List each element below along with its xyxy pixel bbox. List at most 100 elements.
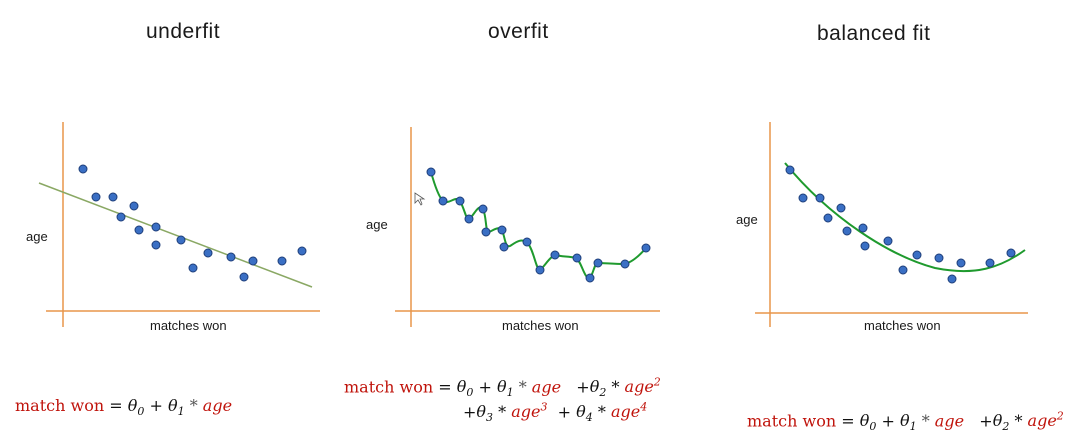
formula-age-cube: age3 xyxy=(511,401,548,422)
formula-star: * xyxy=(1014,411,1023,431)
data-point xyxy=(883,236,893,246)
panel-title-overfit: overfit xyxy=(488,20,549,43)
data-point xyxy=(860,241,870,251)
data-point xyxy=(823,213,833,223)
formula-star: * xyxy=(597,402,606,422)
underfit-points xyxy=(78,164,307,282)
data-point xyxy=(535,265,545,275)
overfit-points xyxy=(426,167,651,283)
data-point xyxy=(1006,248,1016,258)
formula-star: * xyxy=(921,411,930,431)
data-point xyxy=(956,258,966,268)
data-point xyxy=(426,167,436,177)
formula-lhs: match won xyxy=(15,396,105,415)
formula-age-quart: age4 xyxy=(610,401,648,422)
panel-title-underfit: underfit xyxy=(146,20,221,43)
data-point xyxy=(572,253,582,263)
data-point xyxy=(455,196,465,206)
formula-plus: + xyxy=(149,396,163,415)
formula-equals: = xyxy=(438,377,452,397)
theta-0: θ0 xyxy=(859,411,877,434)
xlabel-overfit: matches won xyxy=(502,318,579,333)
formula-plus: + xyxy=(557,402,572,422)
formula-lhs: match won xyxy=(344,377,434,397)
overfit-curve xyxy=(430,171,647,279)
formula-plus: + xyxy=(576,377,590,397)
theta-1: θ1 xyxy=(167,396,185,419)
data-point xyxy=(151,240,161,250)
data-point xyxy=(248,256,258,266)
formula-underfit: match won = θ0 + θ1 * age xyxy=(15,396,232,418)
data-point xyxy=(478,204,488,214)
data-point xyxy=(798,193,808,203)
xlabel-balanced: matches won xyxy=(864,318,941,333)
formula-age-sq: age2 xyxy=(1027,410,1064,431)
formula-plus: + xyxy=(478,377,492,397)
theta-2: θ2 xyxy=(589,377,607,400)
data-point xyxy=(550,250,560,260)
ylabel-overfit: age xyxy=(366,217,388,232)
formula-plus: + xyxy=(463,402,477,422)
theta-1: θ1 xyxy=(899,411,917,434)
data-point xyxy=(585,273,595,283)
theta-2: θ2 xyxy=(992,411,1010,434)
data-point xyxy=(620,259,630,269)
data-point xyxy=(481,227,491,237)
data-point xyxy=(203,248,213,258)
data-point xyxy=(151,222,161,232)
data-point xyxy=(129,201,139,211)
panel-title-balanced: balanced fit xyxy=(817,22,931,45)
data-point xyxy=(277,256,287,266)
data-point xyxy=(858,223,868,233)
data-point xyxy=(297,246,307,256)
formula-age-sq: age2 xyxy=(624,376,661,397)
formula-star: * xyxy=(611,377,620,397)
data-point xyxy=(934,253,944,263)
ylabel-underfit: age xyxy=(26,229,48,244)
formula-age: age xyxy=(934,411,965,431)
formula-lhs: match won xyxy=(747,411,837,431)
data-point xyxy=(842,226,852,236)
data-point xyxy=(176,235,186,245)
theta-0: θ0 xyxy=(456,377,474,400)
balanced-points xyxy=(785,165,1016,284)
data-point xyxy=(226,252,236,262)
ylabel-balanced: age xyxy=(736,212,758,227)
data-point xyxy=(134,225,144,235)
formula-overfit-line1: match won = θ0 + θ1 * age +θ2 * age2 xyxy=(344,376,661,400)
data-point xyxy=(497,225,507,235)
formula-overfit-line2: +θ3 * age3 + θ4 * age4 xyxy=(463,401,647,425)
theta-4: θ4 xyxy=(576,402,593,425)
theta-0: θ0 xyxy=(127,396,145,419)
data-point xyxy=(815,193,825,203)
formula-plus: + xyxy=(881,411,895,431)
data-point xyxy=(912,250,922,260)
data-point xyxy=(108,192,118,202)
data-point xyxy=(985,258,995,268)
data-point xyxy=(898,265,908,275)
plot-balanced xyxy=(755,122,1028,327)
formula-equals: = xyxy=(109,396,123,415)
formula-star: * xyxy=(498,402,507,422)
data-point xyxy=(91,192,101,202)
data-point xyxy=(499,242,509,252)
data-point xyxy=(78,164,88,174)
data-point xyxy=(116,212,126,222)
formula-equals: = xyxy=(841,411,855,431)
data-point xyxy=(464,214,474,224)
plot-overfit xyxy=(395,127,660,327)
data-point xyxy=(641,243,651,253)
data-point xyxy=(593,258,603,268)
underfit-line xyxy=(38,182,313,288)
data-point xyxy=(947,274,957,284)
theta-3: θ3 xyxy=(476,402,494,425)
data-point xyxy=(522,237,532,247)
mouse-cursor-icon xyxy=(414,192,426,206)
formula-star: * xyxy=(189,396,198,415)
xlabel-underfit: matches won xyxy=(150,318,227,333)
data-point xyxy=(438,196,448,206)
theta-1: θ1 xyxy=(496,377,514,400)
formula-age: age xyxy=(531,377,562,397)
data-point xyxy=(239,272,249,282)
